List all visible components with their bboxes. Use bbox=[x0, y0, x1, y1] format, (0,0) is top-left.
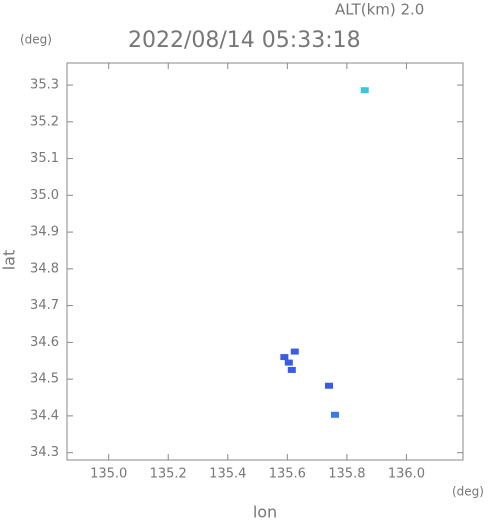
subtitle: ALT(km) 2.0 bbox=[335, 1, 424, 19]
x-tick-label: 135.6 bbox=[269, 467, 306, 482]
data-point bbox=[325, 382, 334, 389]
x-tick-label: 135.8 bbox=[328, 467, 365, 482]
y-unit: (deg) bbox=[20, 33, 52, 47]
y-tick-label: 35.3 bbox=[30, 78, 59, 93]
chart-title: 2022/08/14 05:33:18 bbox=[128, 28, 361, 53]
y-tick-label: 35.0 bbox=[30, 188, 59, 203]
data-point bbox=[290, 348, 299, 355]
y-tick-label: 34.7 bbox=[30, 298, 59, 313]
x-unit: (deg) bbox=[452, 485, 484, 499]
data-point bbox=[284, 359, 293, 366]
y-tick-label: 34.9 bbox=[30, 225, 59, 240]
y-tick-label: 34.4 bbox=[30, 408, 59, 423]
plot-frame bbox=[66, 62, 464, 461]
x-tick-label: 135.2 bbox=[150, 467, 187, 482]
y-tick-label: 34.3 bbox=[30, 445, 59, 460]
data-point bbox=[287, 366, 296, 373]
y-tick-label: 34.5 bbox=[30, 372, 59, 387]
y-tick-label: 35.2 bbox=[30, 114, 59, 129]
x-axis-label: lon bbox=[253, 503, 277, 521]
x-tick-label: 135.0 bbox=[90, 467, 127, 482]
y-tick-label: 34.6 bbox=[30, 335, 59, 350]
y-tick-label: 35.1 bbox=[30, 151, 59, 166]
data-point bbox=[330, 411, 339, 418]
y-axis-label: lat bbox=[0, 250, 19, 271]
data-point bbox=[360, 87, 369, 94]
x-tick-label: 136.0 bbox=[388, 467, 425, 482]
y-tick-label: 34.8 bbox=[30, 261, 59, 276]
data-point bbox=[280, 354, 289, 361]
x-tick-label: 135.4 bbox=[209, 467, 246, 482]
